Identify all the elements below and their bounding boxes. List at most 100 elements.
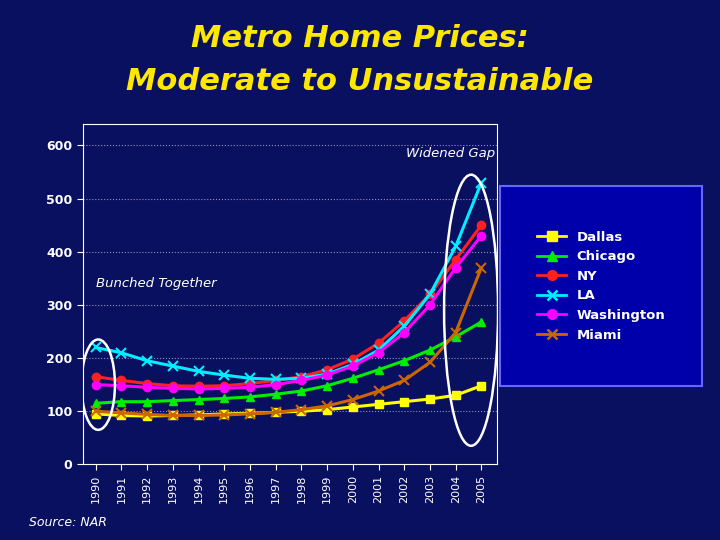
Washington: [246, 384, 254, 390]
LA: [323, 371, 331, 377]
NY: [194, 383, 203, 389]
Dallas: [348, 404, 357, 410]
Line: Washington: Washington: [91, 232, 485, 393]
Text: Source: NAR: Source: NAR: [29, 516, 107, 529]
NY: [297, 374, 306, 380]
Washington: [400, 329, 408, 336]
Dallas: [374, 401, 383, 408]
LA: [271, 376, 280, 382]
NY: [168, 382, 177, 389]
Miami: [220, 411, 228, 418]
Dallas: [220, 410, 228, 417]
Chicago: [451, 334, 460, 340]
Dallas: [168, 412, 177, 418]
Washington: [451, 265, 460, 271]
NY: [246, 380, 254, 387]
Dallas: [426, 396, 434, 402]
Washington: [323, 372, 331, 379]
NY: [143, 380, 151, 387]
LA: [477, 179, 486, 186]
Dallas: [323, 407, 331, 413]
Washington: [194, 386, 203, 392]
Chicago: [477, 319, 486, 325]
Dallas: [117, 412, 126, 418]
Line: LA: LA: [91, 178, 486, 384]
Dallas: [271, 409, 280, 416]
NY: [271, 377, 280, 383]
NY: [348, 356, 357, 362]
Miami: [323, 403, 331, 409]
Line: NY: NY: [91, 221, 485, 390]
Line: Chicago: Chicago: [91, 318, 485, 408]
Text: Bunched Together: Bunched Together: [96, 277, 216, 290]
Text: Metro Home Prices:: Metro Home Prices:: [191, 24, 529, 53]
LA: [426, 291, 434, 298]
NY: [220, 382, 228, 389]
Miami: [168, 412, 177, 418]
Dallas: [143, 413, 151, 419]
LA: [246, 375, 254, 382]
Legend: Dallas, Chicago, NY, LA, Washington, Miami: Dallas, Chicago, NY, LA, Washington, Mia…: [532, 225, 670, 347]
Chicago: [220, 395, 228, 402]
LA: [297, 375, 306, 382]
Chicago: [168, 397, 177, 404]
LA: [400, 323, 408, 329]
Washington: [271, 381, 280, 388]
LA: [117, 349, 126, 356]
Line: Dallas: Dallas: [91, 382, 485, 420]
Dallas: [400, 399, 408, 405]
NY: [117, 377, 126, 383]
Dallas: [246, 410, 254, 417]
Miami: [117, 410, 126, 416]
Miami: [348, 396, 357, 403]
Washington: [477, 233, 486, 239]
LA: [194, 368, 203, 375]
NY: [451, 256, 460, 263]
Chicago: [91, 400, 100, 407]
Chicago: [323, 382, 331, 389]
LA: [91, 344, 100, 350]
Chicago: [400, 357, 408, 364]
Washington: [143, 384, 151, 390]
Miami: [91, 408, 100, 415]
LA: [168, 363, 177, 369]
Text: Widened Gap: Widened Gap: [406, 146, 495, 159]
Chicago: [194, 396, 203, 403]
Miami: [374, 388, 383, 394]
Line: Miami: Miami: [91, 263, 486, 420]
Washington: [374, 349, 383, 356]
Miami: [400, 377, 408, 383]
Dallas: [194, 411, 203, 418]
LA: [451, 243, 460, 249]
Chicago: [426, 347, 434, 353]
NY: [323, 367, 331, 373]
NY: [91, 374, 100, 380]
LA: [143, 357, 151, 364]
Chicago: [271, 391, 280, 397]
NY: [374, 340, 383, 347]
Washington: [348, 363, 357, 369]
NY: [426, 291, 434, 298]
Chicago: [143, 399, 151, 405]
Chicago: [117, 399, 126, 405]
Miami: [271, 409, 280, 416]
Dallas: [297, 408, 306, 415]
Washington: [220, 385, 228, 392]
NY: [400, 318, 408, 324]
Miami: [477, 265, 486, 271]
Chicago: [348, 375, 357, 382]
Dallas: [451, 392, 460, 399]
Washington: [117, 382, 126, 389]
Text: Moderate to Unsustainable: Moderate to Unsustainable: [127, 68, 593, 97]
Chicago: [297, 388, 306, 394]
Washington: [297, 377, 306, 383]
NY: [477, 222, 486, 228]
Miami: [297, 407, 306, 413]
Chicago: [374, 367, 383, 373]
Miami: [143, 411, 151, 417]
LA: [348, 361, 357, 368]
Miami: [426, 359, 434, 366]
LA: [374, 347, 383, 353]
Dallas: [91, 410, 100, 417]
Miami: [194, 412, 203, 418]
